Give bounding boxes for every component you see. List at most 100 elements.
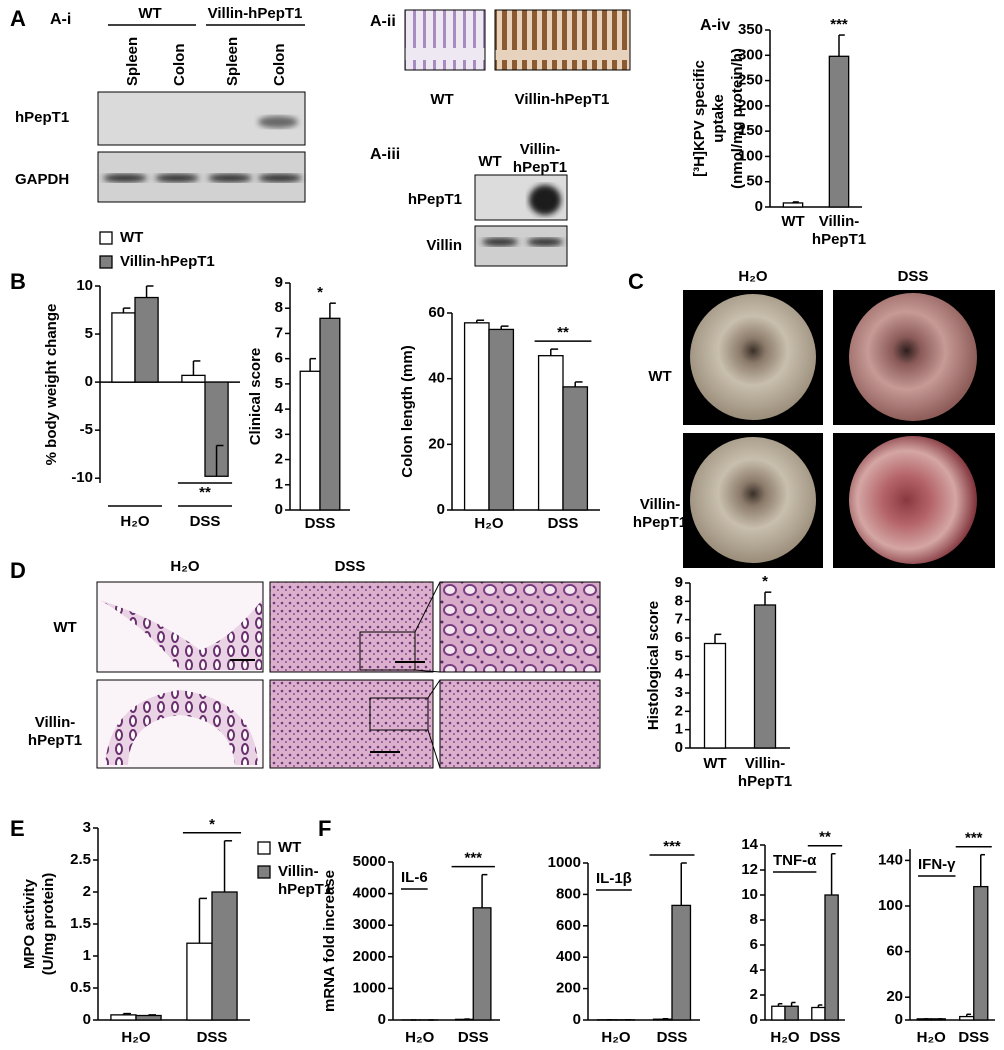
x-tick-label: H₂O [917, 1029, 946, 1046]
x-tick-label: WT [781, 213, 804, 230]
x-tick-label: Villin-hPepT1 [738, 755, 792, 790]
column-label: H₂O [738, 268, 767, 285]
y-tick-label: 4 [275, 400, 284, 417]
y-tick-label: 7 [275, 324, 283, 341]
significance-label: *** [663, 838, 681, 855]
x-tick-label: DSS [810, 1029, 841, 1046]
legend-label: WT [120, 229, 143, 246]
y-tick-label: 5 [85, 325, 93, 342]
y-axis-label: uptake [710, 94, 727, 142]
y-axis-label: (nmol/mg protein/h) [729, 48, 746, 189]
y-tick-label: 8 [675, 592, 683, 609]
y-tick-label: 0 [750, 1011, 758, 1028]
bar [186, 942, 213, 1021]
sub-label: A-iii [370, 146, 400, 163]
bar [319, 317, 341, 511]
image-caption: WT [430, 91, 453, 108]
y-tick-label: 12 [741, 861, 758, 878]
y-tick-label: 60 [886, 943, 903, 960]
y-tick-label: 150 [738, 122, 763, 139]
y-tick-label: 0 [85, 373, 93, 390]
y-tick-label: 3 [275, 425, 283, 442]
y-tick-label: 8 [750, 911, 758, 928]
y-axis-label: Colon length (mm) [399, 345, 416, 477]
group-label: Villin-hPepT1 [208, 5, 303, 22]
row-label: WT [53, 619, 76, 636]
bar [828, 55, 850, 208]
bar [753, 604, 777, 749]
ihc-image [404, 9, 486, 71]
row-label: Villin-hPepT1 [28, 714, 82, 749]
significance-label: ** [557, 324, 569, 341]
y-axis-label: Clinical score [247, 348, 264, 446]
y-tick-label: 4 [675, 666, 684, 683]
bar [811, 1006, 826, 1021]
y-tick-label: 50 [746, 173, 763, 190]
x-tick-label: DSS [190, 513, 221, 530]
y-tick-label: 400 [556, 948, 581, 965]
y-tick-label: 0.5 [70, 979, 91, 996]
bar [463, 322, 490, 511]
bar [135, 1014, 162, 1021]
significance-label: ** [819, 829, 831, 846]
y-tick-label: 100 [878, 897, 903, 914]
significance-label: * [317, 284, 323, 301]
x-tick-label: H₂O [121, 1029, 150, 1046]
image-caption: Villin-hPepT1 [515, 91, 610, 108]
bar [134, 296, 159, 383]
row-label: WT [648, 368, 671, 385]
bar [959, 1015, 975, 1021]
chart-title: IL-1β [596, 870, 632, 887]
bar [784, 1005, 799, 1021]
x-tick-label: DSS [958, 1029, 989, 1046]
y-tick-label: 6 [675, 629, 683, 646]
blot-row-label: hPepT1 [15, 109, 69, 126]
bar [204, 381, 229, 477]
bar [973, 885, 989, 1021]
panel-label: F [318, 816, 331, 841]
lane-label: Colon [171, 44, 188, 87]
y-tick-label: 60 [428, 304, 445, 321]
y-tick-label: 0 [378, 1011, 386, 1028]
x-tick-label: Villin-hPepT1 [812, 213, 866, 248]
bar [824, 894, 839, 1021]
y-tick-label: 0 [755, 198, 763, 215]
significance-label: *** [830, 16, 848, 33]
y-tick-label: 20 [886, 988, 903, 1005]
y-tick-label: 3000 [353, 916, 386, 933]
x-tick-label: DSS [197, 1029, 228, 1046]
significance-label: ** [199, 484, 211, 501]
y-tick-label: 14 [741, 836, 758, 853]
western-blot [474, 225, 568, 267]
blot-column-label: Villin-hPepT1 [513, 141, 567, 176]
sub-label: A-iv [700, 17, 730, 34]
blot-row-label: Villin [426, 237, 462, 254]
y-tick-label: 6 [275, 350, 283, 367]
significance-label: * [762, 573, 768, 590]
bar [562, 386, 589, 511]
legend-label: Villin-hPepT1 [120, 253, 215, 270]
endoscopy-view [690, 294, 816, 420]
y-tick-label: 20 [428, 435, 445, 452]
x-tick-label: H₂O [474, 515, 503, 532]
y-tick-label: 3 [83, 819, 91, 836]
column-label: DSS [335, 558, 366, 575]
significance-label: *** [464, 850, 482, 867]
bar [299, 370, 321, 511]
y-tick-label: 1 [83, 947, 91, 964]
histology-images [96, 581, 601, 769]
x-tick-label: DSS [305, 515, 336, 532]
x-tick-label: H₂O [405, 1029, 434, 1046]
y-tick-label: 1 [275, 476, 283, 493]
x-tick-label: WT [703, 755, 726, 772]
sub-label: A-i [50, 11, 71, 28]
column-label: H₂O [170, 558, 199, 575]
y-tick-label: 4000 [353, 885, 386, 902]
y-tick-label: 9 [675, 574, 683, 591]
legend-swatch [99, 231, 113, 245]
lane-label: Spleen [124, 37, 141, 86]
bar [537, 355, 564, 511]
legend-swatch [257, 841, 271, 855]
legend-swatch [99, 255, 113, 269]
y-tick-label: 1.5 [70, 915, 91, 932]
